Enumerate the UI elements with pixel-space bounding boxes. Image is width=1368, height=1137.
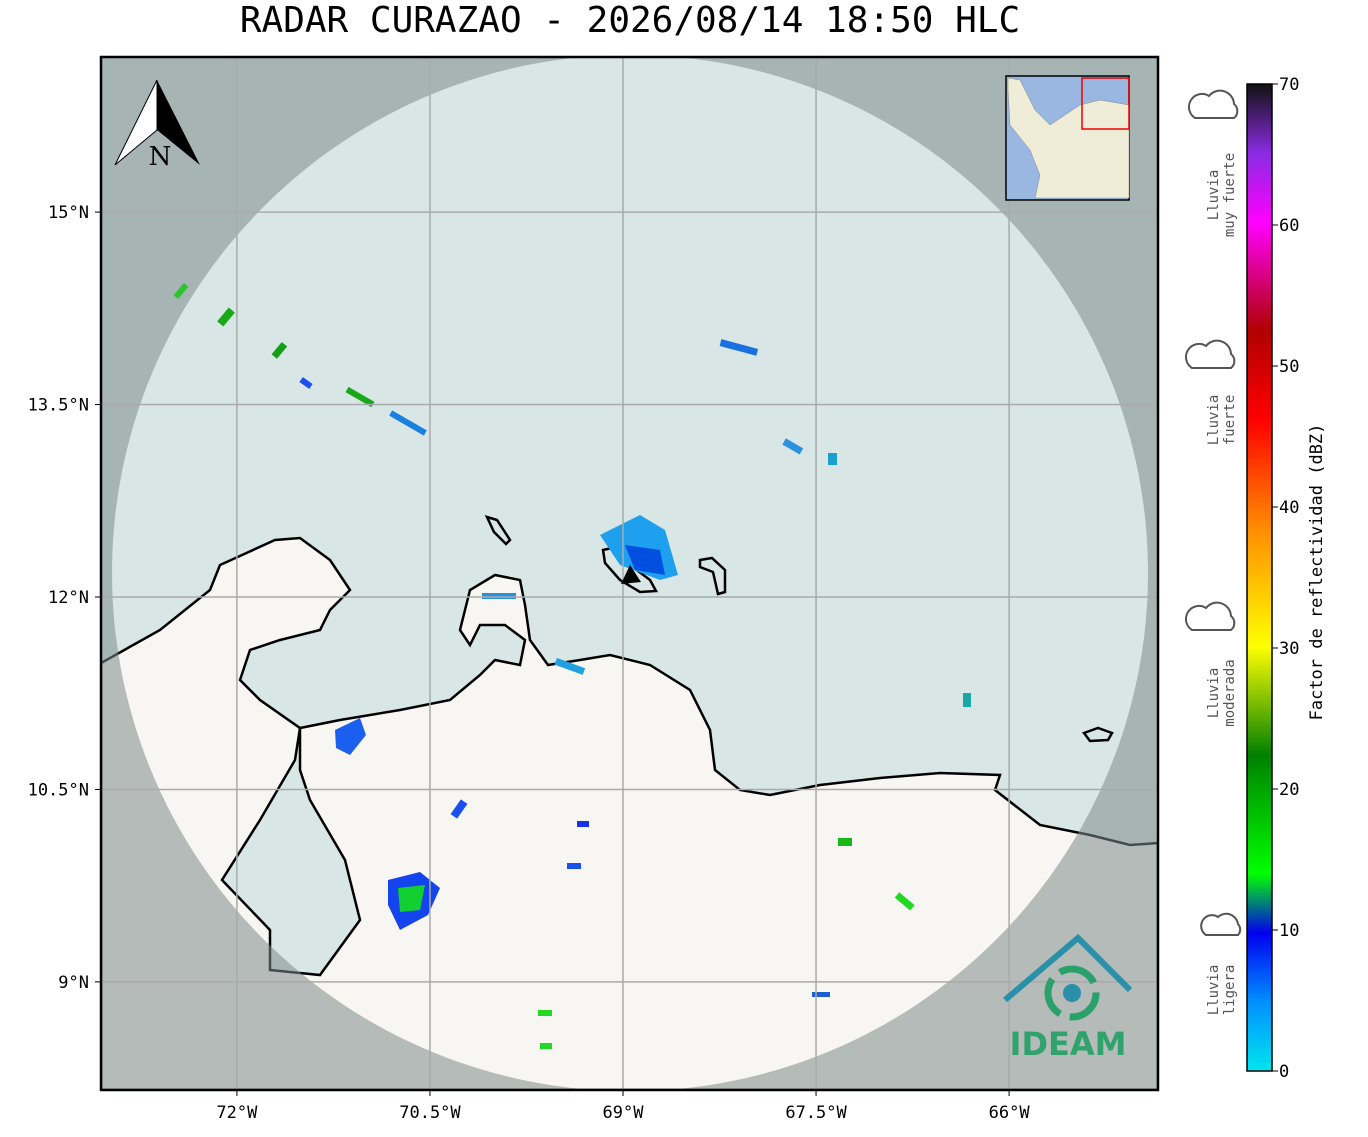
rain-icons [1185,89,1242,936]
echo [838,838,852,846]
echo [173,282,189,300]
echo [450,799,468,819]
graticule [101,57,1158,1090]
island-small [1081,726,1114,743]
echo [540,1043,552,1049]
map [101,57,1158,1090]
lat-tick-label: 12°N [48,588,89,608]
rain-label: Lluvia [1206,170,1222,221]
radar-site [621,565,641,584]
colorbar-tick-label: 10 [1279,921,1299,941]
echo [345,386,375,408]
echo [625,545,665,575]
echoes [173,282,971,1049]
island-bonaire [698,556,727,596]
echo [398,885,425,912]
echo [567,863,581,869]
colorbar-tick-label: 0 [1279,1062,1289,1082]
echo [828,453,837,465]
island-aruba [484,515,512,546]
echo [963,693,971,707]
ideam-logo: IDEAM [1003,933,1133,1063]
echo [335,718,366,755]
echo [554,658,586,675]
land [101,536,1158,1090]
lon-tick-label: 72°W [216,1103,258,1123]
north-label: N [149,142,172,172]
rain-label: ligera [1222,965,1238,1016]
colorbar-label: Factor de reflectividad (dBZ) [1307,424,1327,721]
echo [577,821,589,827]
north-arrow: N [114,79,200,172]
lat-tick-label: 15°N [48,203,89,223]
colorbar-tick-label: 50 [1279,357,1299,377]
lat-tick-label: 9°N [58,973,89,993]
colorbar-tick-label: 40 [1279,498,1299,518]
rain-label: moderada [1222,659,1238,726]
echo [299,377,313,389]
colorbar-tick-label: 70 [1279,75,1299,95]
colorbar-tick-label: 20 [1279,780,1299,800]
lon-tick-label: 67.5°W [785,1103,847,1123]
echo [782,438,804,455]
echo [812,992,830,997]
lon-tick-label: 66°W [989,1103,1031,1123]
echo [389,410,427,436]
rain-label: Lluvia [1206,395,1222,446]
map-frame [99,55,1160,1092]
inset-map [1005,75,1130,201]
echo [894,892,915,911]
lon-tick-label: 70.5°W [399,1103,461,1123]
rain-label: fuerte [1222,395,1238,446]
lon-tick-label: 69°W [603,1103,645,1123]
colorbar-tick-label: 30 [1279,639,1299,659]
colorbar-tick-label: 60 [1279,216,1299,236]
echo [271,341,288,359]
echo [482,593,516,599]
colorbar [1246,83,1273,1072]
title: RADAR CURAZAO - 2026/08/14 18:50 HLC [240,0,1020,41]
rain-label: Lluvia [1206,965,1222,1016]
rain-label: Lluvia [1206,668,1222,719]
lat-tick-label: 10.5°N [28,780,89,800]
echo [719,339,759,356]
logo-text: IDEAM [1010,1025,1127,1063]
rain-label: muy fuerte [1222,153,1238,237]
echo [217,307,235,327]
echo [538,1010,552,1016]
lat-tick-label: 13.5°N [28,396,89,416]
